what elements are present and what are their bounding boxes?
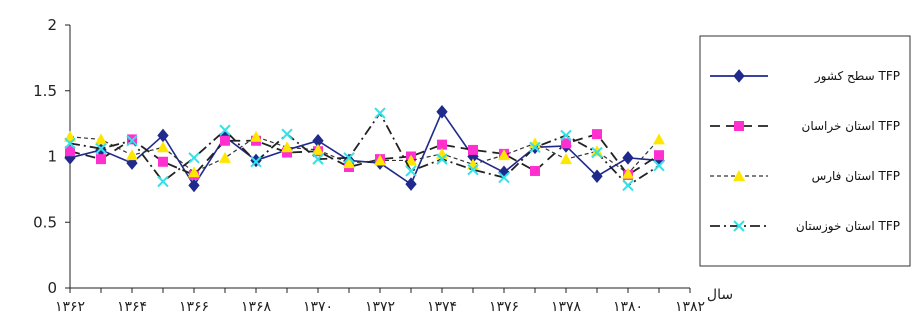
data-point [64, 137, 76, 150]
x-tick-label: ۱۳۷۴ [427, 299, 457, 315]
data-point [560, 153, 572, 165]
x-tick-label: ۱۳۷۲ [365, 299, 395, 315]
data-point [250, 156, 262, 168]
data-point [126, 149, 138, 161]
data-point [498, 149, 510, 161]
series-line [69, 133, 660, 177]
data-point [220, 135, 230, 146]
data-point [343, 157, 355, 169]
data-point [374, 107, 386, 119]
series-line [69, 111, 660, 187]
data-point [281, 141, 293, 153]
legend: سطح کشور TFP استان خراسان TFP استان فارس T… [699, 35, 911, 267]
data-point [467, 163, 479, 176]
data-point [65, 146, 75, 157]
x-tick-label: ۱۳۷۰ [303, 299, 333, 315]
data-point [312, 153, 324, 165]
data-point [343, 152, 355, 164]
data-point [282, 147, 292, 158]
data-point [654, 150, 664, 161]
data-point [561, 138, 571, 149]
data-point [96, 154, 106, 165]
data-point [188, 178, 200, 193]
y-tick-label: 1 [47, 148, 57, 166]
legend-marker [733, 69, 745, 83]
legend-label: سطح کشور TFP [814, 69, 900, 84]
legend-label: استان فارس TFP [812, 169, 900, 184]
x-tick-label: ۱۳۷۸ [551, 299, 582, 315]
data-point [591, 146, 603, 159]
legend-label: استان خراسان TFP [802, 119, 901, 134]
data-point [468, 144, 478, 155]
y-tick-label: 2 [47, 16, 57, 34]
data-point [405, 154, 417, 166]
x-tick-label: ۱۳۶۸ [241, 299, 272, 315]
data-point [653, 133, 665, 145]
x-axis-ticks: ۱۳۶۲ ۱۳۶۴ ۱۳۶۶ ۱۳۶۸ ۱۳۷۰ ۱۳۷۲ ۱۳۷۴ ۱۳۷۶ ۱۳۷۸ ۱۳۸۰… [55, 288, 705, 315]
data-point [467, 158, 479, 170]
y-axis-ticks: 0 0.5 1 1.5 2 [33, 16, 70, 297]
series-group [64, 105, 665, 193]
data-point [498, 171, 510, 184]
series-1 [64, 105, 665, 193]
data-point [591, 145, 603, 157]
series-4 [64, 107, 665, 192]
data-point [529, 141, 541, 154]
legend-marker [733, 220, 745, 232]
data-point [530, 165, 540, 176]
data-point [157, 141, 169, 153]
legend-item: استان فارس TFP [710, 169, 900, 184]
data-point [188, 152, 200, 164]
x-tick-label: ۱۳۶۶ [179, 299, 209, 315]
legend-item: استان خراسان TFP [710, 119, 900, 134]
data-point [126, 135, 138, 147]
legend-label: استان خوزستان TFP [796, 219, 900, 234]
data-point [188, 166, 200, 178]
data-point [592, 129, 602, 140]
x-tick-label: ۱۳۸۲ [675, 299, 705, 315]
data-point [622, 151, 634, 165]
data-point [219, 124, 231, 136]
data-point [405, 177, 417, 191]
legend-marker [734, 121, 744, 131]
data-point [560, 129, 572, 142]
series-line [69, 136, 660, 175]
legend-marker [733, 170, 745, 181]
data-point [436, 153, 448, 165]
data-point [312, 143, 324, 155]
y-tick-label: 0 [47, 279, 57, 297]
data-point [436, 105, 448, 119]
data-point [622, 167, 634, 179]
data-point [250, 130, 262, 142]
data-point [437, 139, 447, 150]
legend-item: سطح کشور TFP [710, 69, 900, 84]
data-point [158, 156, 168, 167]
x-tick-label: ۱۳۶۲ [55, 299, 85, 315]
data-point [95, 142, 107, 155]
y-tick-label: 1.5 [33, 82, 57, 100]
x-tick-label: ۱۳۶۴ [117, 299, 147, 315]
data-point [219, 151, 231, 163]
x-tick-label: ۱۳۷۶ [489, 299, 519, 315]
data-point [281, 128, 293, 140]
data-point [95, 133, 107, 145]
x-axis-title: سال [707, 287, 733, 303]
data-point [374, 154, 386, 166]
data-point [591, 169, 603, 184]
y-tick-label: 0.5 [33, 213, 57, 231]
x-tick-label: ۱۳۸۰ [613, 299, 643, 315]
data-point [157, 175, 169, 188]
data-point [405, 165, 417, 177]
data-point [653, 159, 665, 172]
legend-item: استان خوزستان TFP [710, 219, 900, 234]
data-point [622, 179, 634, 192]
